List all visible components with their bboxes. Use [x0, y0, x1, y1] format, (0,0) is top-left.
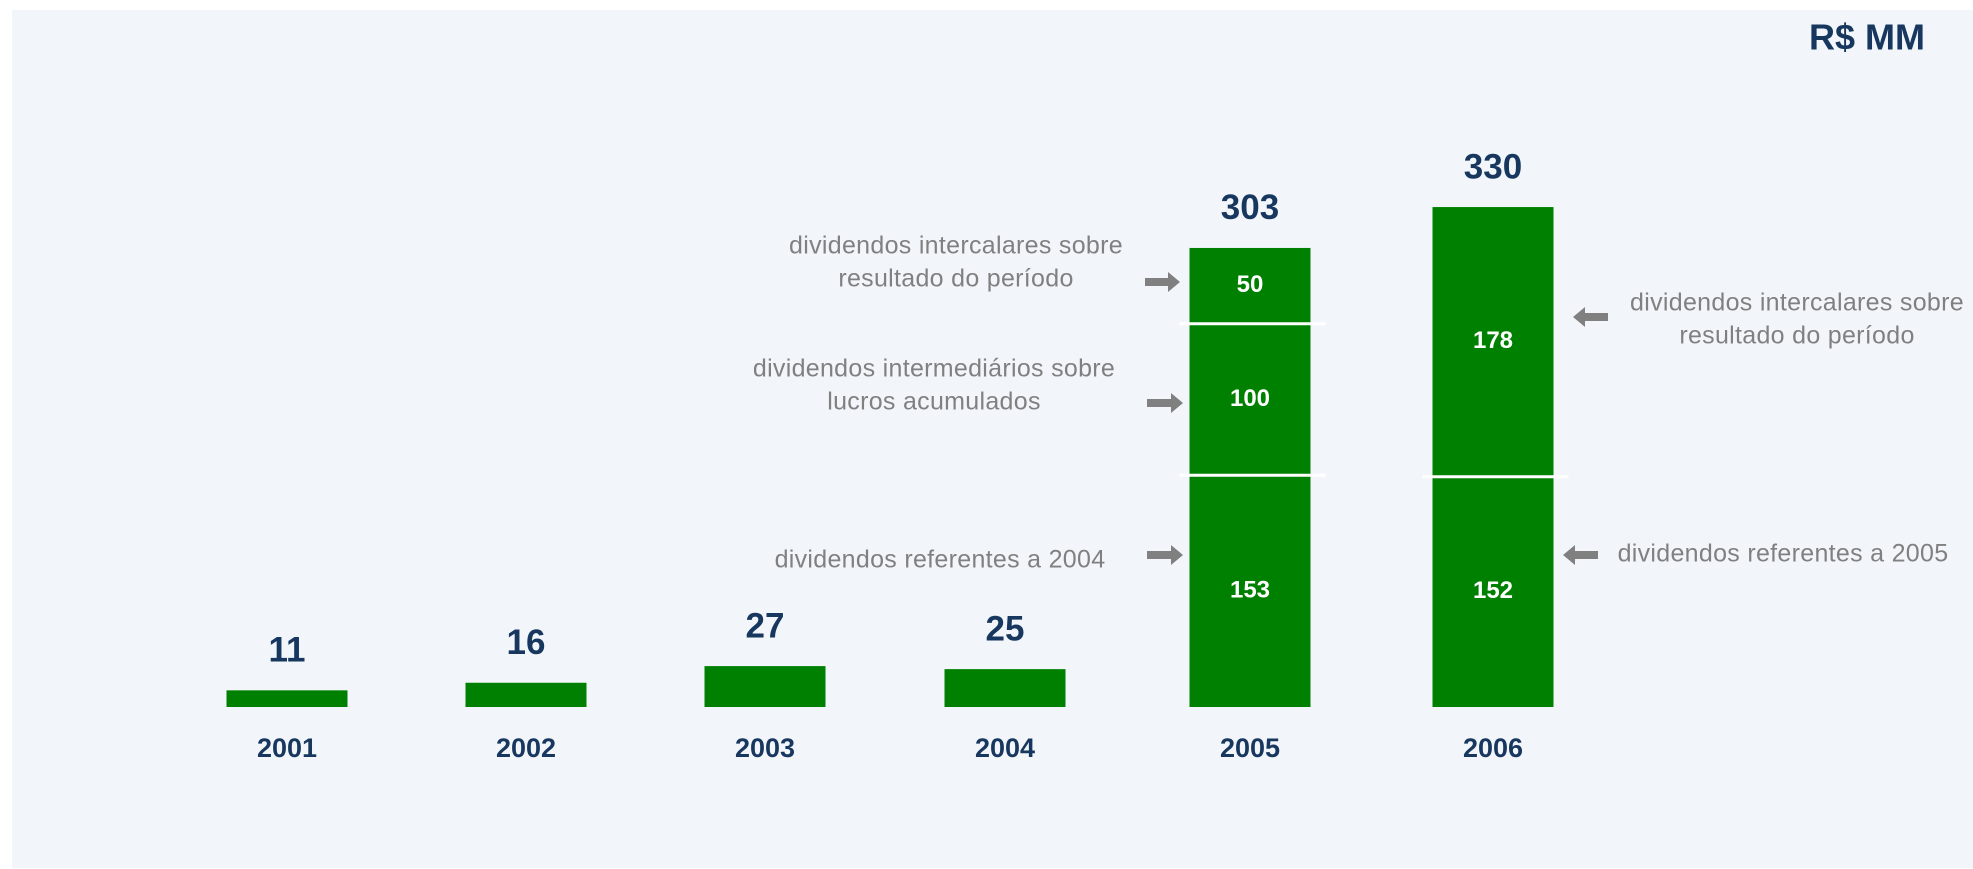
background [12, 10, 1973, 868]
annotation-arrow [1563, 545, 1598, 565]
annotation-arrow [1145, 272, 1180, 292]
total-label: 303 [1221, 188, 1279, 227]
annotation-text: lucros acumulados [827, 388, 1041, 416]
annotation-arrow [1147, 393, 1183, 413]
segment-label: 178 [1473, 327, 1513, 354]
annotation-text: dividendos intermediários sobre [753, 355, 1115, 383]
segment-label: 152 [1473, 577, 1513, 604]
annotation-text: resultado do período [838, 265, 1073, 293]
bar-segment [465, 682, 587, 707]
annotation-text: dividendos intercalares sobre [789, 232, 1123, 260]
bar-segment [1432, 207, 1554, 477]
bar-segment [704, 666, 826, 707]
x-tick-label: 2004 [975, 733, 1035, 763]
bar-segment [1189, 247, 1311, 324]
total-label: 11 [269, 631, 306, 670]
annotation-arrow [1573, 307, 1608, 327]
bar-segment [226, 690, 348, 707]
segment-label: 153 [1230, 576, 1270, 603]
annotation-text: dividendos intercalares sobre [1630, 289, 1964, 317]
x-tick-label: 2003 [735, 733, 795, 763]
x-tick-label: 2002 [496, 733, 556, 763]
chart-title: R$ MM [1809, 17, 1925, 58]
total-label: 16 [507, 623, 546, 662]
bar-segment [1189, 475, 1311, 707]
total-label: 330 [1464, 147, 1522, 186]
total-label: 27 [746, 606, 785, 645]
annotation-text: dividendos referentes a 2004 [775, 546, 1106, 574]
segment-label: 100 [1230, 385, 1270, 412]
x-tick-label: 2001 [257, 733, 317, 763]
x-tick-label: 2006 [1463, 733, 1523, 763]
segment-label: 50 [1237, 271, 1264, 298]
x-tick-label: 2005 [1220, 733, 1280, 763]
annotation-text: resultado do período [1679, 322, 1914, 350]
total-label: 25 [986, 609, 1025, 648]
annotation-text: dividendos referentes a 2005 [1618, 540, 1949, 568]
bar-segment [944, 669, 1066, 707]
bar-segment [1432, 476, 1554, 707]
annotation-arrow [1147, 545, 1183, 565]
bar-segment [1189, 323, 1311, 476]
